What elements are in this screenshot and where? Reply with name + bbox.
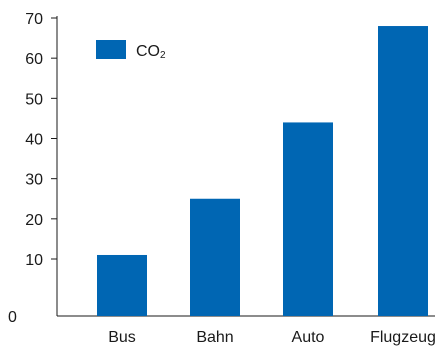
bar-flugzeug [378, 26, 428, 317]
y-tick-label: 50 [25, 91, 43, 108]
y-tick-label: 0 [8, 309, 17, 326]
legend-label-subscript: 2 [160, 50, 166, 61]
y-tick-label: 10 [25, 252, 43, 269]
y-axis-ticks: 0 10 20 30 40 50 60 70 [8, 11, 57, 326]
y-tick-label: 70 [25, 11, 43, 28]
x-axis-labels: Bus Bahn Auto Flugzeug [108, 329, 436, 346]
y-tick-label: 20 [25, 212, 43, 229]
legend-label-co2: CO2 [136, 43, 166, 61]
legend: CO2 [96, 40, 166, 61]
x-tick-label: Bus [108, 329, 136, 346]
x-tick-label: Bahn [196, 329, 233, 346]
bars [97, 26, 428, 317]
x-tick-label: Auto [292, 329, 325, 346]
legend-swatch-co2 [96, 40, 126, 59]
y-tick-label: 30 [25, 172, 43, 189]
bar-bus [97, 254, 147, 316]
legend-label-main: CO [136, 43, 160, 60]
y-tick-label: 60 [25, 51, 43, 68]
bar-bahn [190, 198, 240, 316]
bar-auto [283, 122, 333, 316]
x-tick-label: Flugzeug [370, 329, 436, 346]
y-tick-label: 40 [25, 132, 43, 149]
